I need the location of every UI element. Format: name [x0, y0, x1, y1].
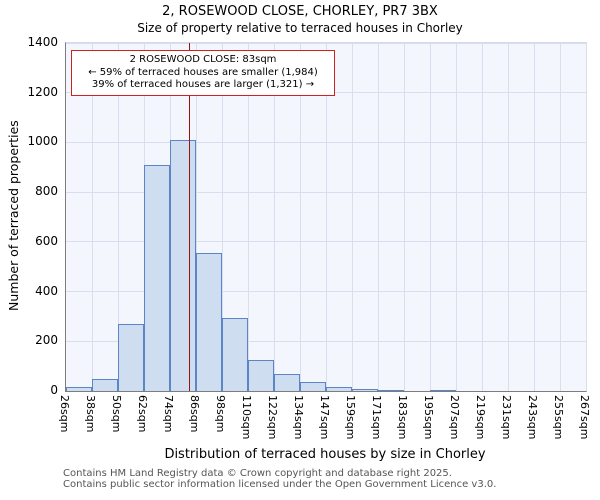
h-gridline — [66, 241, 586, 243]
h-gridline — [66, 340, 586, 342]
x-tick-label: 134sqm — [292, 395, 305, 440]
histogram-bar — [352, 388, 378, 391]
histogram-bar — [326, 387, 352, 391]
x-tick-label: 50sqm — [110, 395, 123, 433]
x-tick-label: 243sqm — [526, 395, 539, 440]
x-tick-label: 26sqm — [58, 395, 71, 433]
x-tick-label: 183sqm — [396, 395, 409, 440]
y-tick-label: 1000 — [27, 134, 58, 149]
footer: Contains HM Land Registry data © Crown c… — [63, 468, 496, 490]
histogram-bar — [170, 139, 196, 391]
x-tick-label: 62sqm — [136, 395, 149, 433]
plot-area: 2 ROSEWOOD CLOSE: 83sqm ← 59% of terrace… — [65, 42, 587, 392]
x-tick-label: 86sqm — [188, 395, 201, 433]
v-gridline — [429, 43, 431, 391]
x-tick-label: 147sqm — [318, 395, 331, 440]
h-gridline — [66, 141, 586, 143]
page-subtitle: Size of property relative to terraced ho… — [137, 21, 463, 35]
v-gridline — [351, 43, 353, 391]
histogram-bar — [300, 382, 326, 391]
v-gridline — [273, 43, 275, 391]
histogram-bar — [118, 323, 144, 391]
histogram-bar — [92, 378, 118, 391]
histogram-bar — [144, 164, 170, 391]
y-tick-label: 400 — [35, 283, 58, 298]
annotation-line-1: 2 ROSEWOOD CLOSE: 83sqm — [129, 54, 277, 65]
x-tick-label: 195sqm — [422, 395, 435, 440]
v-gridline — [377, 43, 379, 391]
v-gridline — [559, 43, 561, 391]
property-marker-line — [188, 43, 191, 391]
histogram-bar — [430, 389, 456, 391]
histogram-bar — [222, 317, 248, 391]
v-gridline — [117, 43, 119, 391]
annotation-line-3: 39% of terraced houses are larger (1,321… — [91, 79, 315, 90]
x-axis-title: Distribution of terraced houses by size … — [164, 447, 486, 462]
v-gridline — [455, 43, 457, 391]
y-tick-label: 600 — [35, 233, 58, 248]
v-gridline — [221, 43, 223, 391]
annotation-box: 2 ROSEWOOD CLOSE: 83sqm ← 59% of terrace… — [71, 50, 335, 96]
x-tick-label: 255sqm — [552, 395, 565, 440]
v-gridline — [247, 43, 249, 391]
v-gridline — [195, 43, 197, 391]
y-tick-label: 200 — [35, 333, 58, 348]
x-tick-label: 219sqm — [474, 395, 487, 440]
x-tick-label: 231sqm — [500, 395, 513, 440]
v-gridline — [585, 43, 587, 391]
h-gridline — [66, 42, 586, 44]
y-tick-label: 800 — [35, 184, 58, 199]
y-tick-label: 0 — [50, 383, 58, 397]
histogram-bar — [274, 373, 300, 391]
footer-line-2: Contains public sector information licen… — [63, 479, 497, 490]
x-tick-label: 171sqm — [370, 395, 383, 440]
x-tick-label: 110sqm — [240, 395, 253, 440]
v-gridline — [481, 43, 483, 391]
y-tick-label: 1200 — [27, 84, 58, 99]
x-tick-label: 98sqm — [214, 395, 227, 433]
x-tick-label: 267sqm — [578, 395, 591, 440]
histogram-bar — [196, 253, 222, 391]
h-gridline — [66, 291, 586, 293]
page-title: 2, ROSEWOOD CLOSE, CHORLEY, PR7 3BX — [162, 4, 438, 19]
histogram-bar — [378, 389, 404, 391]
x-tick-label: 38sqm — [84, 395, 97, 433]
h-gridline — [66, 191, 586, 193]
v-gridline — [533, 43, 535, 391]
x-tick-label: 207sqm — [448, 395, 461, 440]
v-gridline — [91, 43, 93, 391]
annotation-line-2: ← 59% of terraced houses are smaller (1,… — [88, 66, 318, 78]
v-gridline — [325, 43, 327, 391]
x-tick-label: 159sqm — [344, 395, 357, 440]
x-tick-label: 74sqm — [162, 395, 175, 433]
v-gridline — [507, 43, 509, 391]
v-gridline — [403, 43, 405, 391]
histogram-bar — [248, 359, 274, 391]
y-tick-label: 1400 — [27, 35, 58, 49]
x-tick-label: 122sqm — [266, 395, 279, 440]
histogram-bar — [66, 387, 92, 391]
footer-line-1: Contains HM Land Registry data © Crown c… — [63, 468, 452, 479]
v-gridline — [299, 43, 301, 391]
